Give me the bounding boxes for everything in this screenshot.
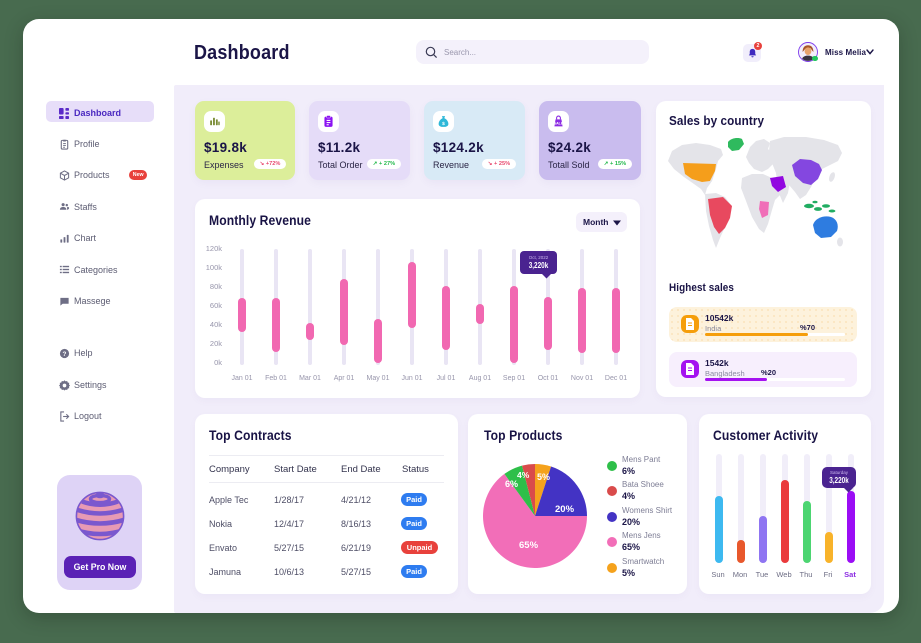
svg-text:$: $	[442, 121, 445, 127]
svg-text:5%: 5%	[537, 472, 550, 482]
svg-text:4%: 4%	[517, 470, 530, 480]
svg-text:6%: 6%	[505, 479, 518, 489]
svg-text:?: ?	[63, 351, 67, 358]
svg-text:20%: 20%	[555, 504, 575, 515]
svg-text:65%: 65%	[519, 540, 539, 551]
svg-text:SALE: SALE	[554, 121, 564, 125]
